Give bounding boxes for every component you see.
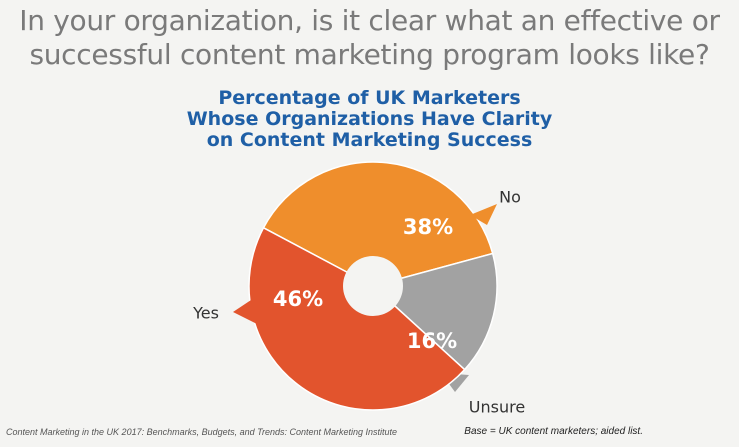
callout-yes (233, 296, 257, 324)
donut-hole (343, 256, 403, 316)
chart-title-line-1: Percentage of UK Marketers (218, 87, 521, 109)
base-note: Base = UK content marketers; aided list. (464, 426, 643, 437)
chart-title-line-3: on Content Marketing Success (206, 129, 533, 151)
chart-title-line-2: Whose Organizations Have Clarity (186, 108, 553, 130)
category-label-unsure: Unsure (469, 398, 525, 417)
category-label-no: No (499, 188, 521, 207)
slice-no (262, 161, 494, 287)
chart-title: Percentage of UK Marketers Whose Organiz… (0, 88, 739, 151)
slice-unsure (371, 252, 498, 371)
headline-line-1: In your organization, is it clear what a… (19, 4, 720, 37)
value-label-no: 38% (403, 215, 453, 239)
value-label-unsure: 16% (407, 329, 457, 353)
category-label-yes: Yes (192, 304, 219, 323)
headline-line-2: successful content marketing program loo… (29, 38, 710, 71)
slice-yes (248, 226, 466, 411)
headline: In your organization, is it clear what a… (0, 4, 739, 72)
source-note: Content Marketing in the UK 2017: Benchm… (6, 427, 398, 437)
value-label-yes: 46% (273, 287, 323, 311)
callout-no (470, 204, 497, 225)
